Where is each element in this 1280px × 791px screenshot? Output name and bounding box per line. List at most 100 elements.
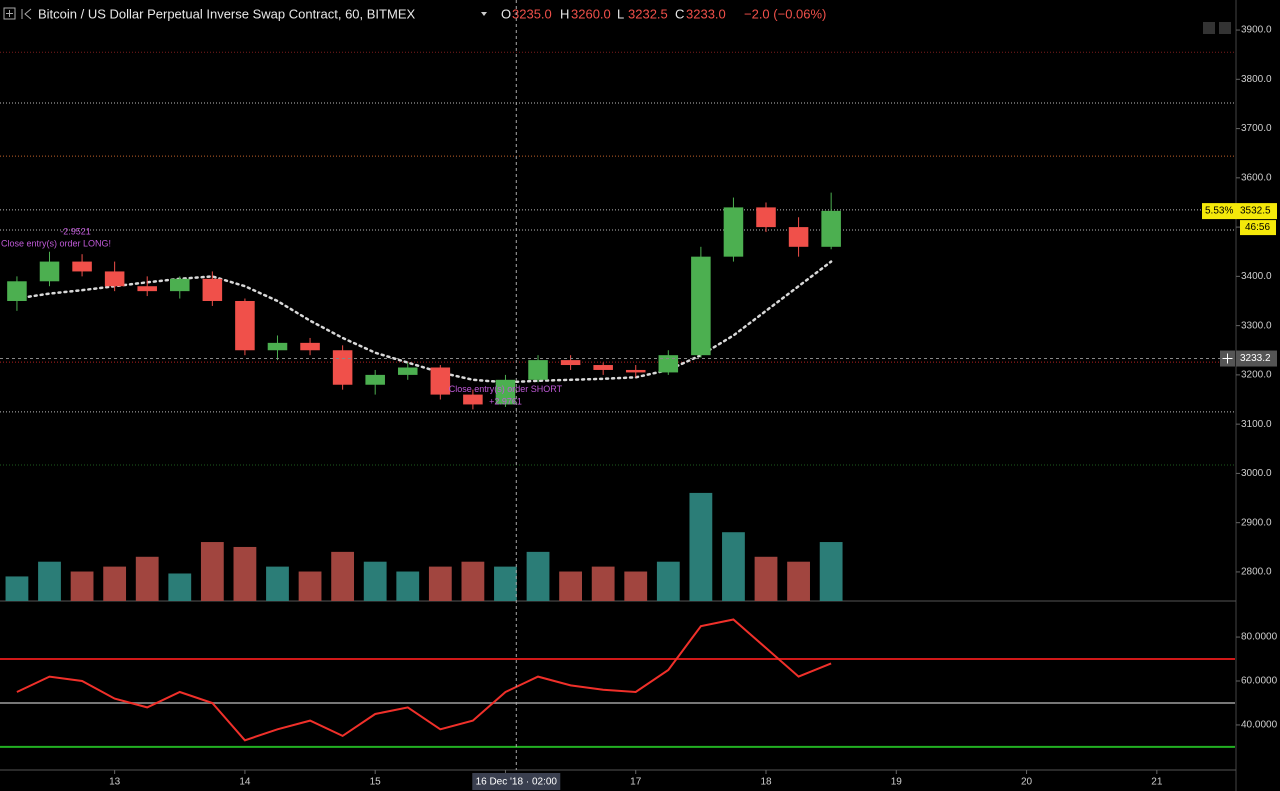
annotation: Close entry(s) order LONG! <box>1 239 111 249</box>
y-tick-label: 3300.0 <box>1241 320 1272 331</box>
rsi-line <box>16 618 832 742</box>
y-tick-label: 3400.0 <box>1241 271 1272 282</box>
y-tick-label: 3000.0 <box>1241 468 1272 479</box>
ohlc-label: H <box>560 6 569 21</box>
volume-bar <box>656 561 680 601</box>
x-tick-label: 19 <box>891 777 903 788</box>
y-tick-label: 80.0000 <box>1241 632 1278 643</box>
candle-body <box>658 355 679 373</box>
volume-bar <box>200 542 224 601</box>
x-tick-label: 14 <box>239 777 251 788</box>
volume-bar <box>5 576 29 601</box>
countdown-box <box>1240 220 1276 236</box>
candle-body <box>104 271 125 287</box>
candle-body <box>235 300 255 351</box>
last-change-box <box>1202 203 1236 220</box>
y-tick-label: 2900.0 <box>1241 517 1272 528</box>
candle-body <box>7 281 27 301</box>
volume-bar <box>298 571 322 601</box>
crosshair-y-box <box>1236 350 1277 367</box>
candle-body <box>365 374 385 385</box>
volume-bar <box>135 556 159 601</box>
candle-body <box>821 210 841 247</box>
x-tick-label: 18 <box>760 777 772 788</box>
volume-bar <box>787 561 810 601</box>
candle-body <box>430 367 451 395</box>
volume-bar <box>526 551 550 601</box>
x-tick-label: 21 <box>1151 777 1163 788</box>
volume-bar <box>331 551 355 601</box>
volume-bar <box>494 566 517 601</box>
volume-bar <box>461 561 485 601</box>
ohlc-value: 3235.0 <box>512 6 552 21</box>
crosshair-x-label: 16 Dec '18 · 02:00 <box>476 777 558 788</box>
candle-body <box>723 207 744 257</box>
ohlc-value: 3260.0 <box>571 6 611 21</box>
last-price-box <box>1236 203 1277 220</box>
volume-bar <box>559 571 583 601</box>
ohlc-label: L <box>617 6 624 21</box>
volume-bar <box>233 546 257 601</box>
change: −2.0 (−0.06%) <box>744 6 826 21</box>
candle-body <box>593 365 613 370</box>
volume-bar <box>591 566 615 601</box>
volume-bar <box>70 571 94 601</box>
chart-title[interactable]: Bitcoin / US Dollar Perpetual Inverse Sw… <box>38 6 415 21</box>
candle-body <box>691 256 711 356</box>
volume-bar <box>819 542 843 601</box>
volume-bar <box>624 571 648 601</box>
candle-body <box>495 379 516 405</box>
volume-bar <box>428 566 452 601</box>
crosshair-y-label: 3233.2 <box>1240 353 1271 364</box>
x-tick-label: 17 <box>630 777 642 788</box>
volume-bar <box>722 532 745 601</box>
x-tick-label: 15 <box>370 777 382 788</box>
nav-button[interactable] <box>1219 22 1231 34</box>
x-tick-label: 20 <box>1021 777 1033 788</box>
crosshair-plus <box>1222 353 1233 364</box>
nav-button[interactable] <box>1203 22 1215 34</box>
candle-body <box>756 207 776 228</box>
y-tick-label: 3200.0 <box>1241 370 1272 381</box>
volume-bar <box>689 492 713 601</box>
last-change: 5.53% <box>1205 206 1233 217</box>
collapse-icon[interactable] <box>21 8 32 20</box>
expand-icon[interactable] <box>3 7 16 20</box>
volume-bar <box>754 556 778 601</box>
candle-body <box>202 278 223 301</box>
volume-bar <box>103 566 127 601</box>
candle-body <box>170 278 190 292</box>
overlay-line <box>15 260 833 384</box>
ohlc-label: O <box>501 6 511 21</box>
candle-body <box>625 369 646 373</box>
volume-bar <box>396 571 420 601</box>
volume-bar <box>266 566 289 601</box>
volume-bar <box>168 573 192 601</box>
volume-bar <box>38 561 61 601</box>
candle-body <box>463 394 483 405</box>
x-tick-label: 13 <box>109 777 121 788</box>
countdown: 46:56 <box>1245 222 1270 233</box>
candle-body <box>788 227 809 247</box>
candle-body <box>72 261 92 272</box>
y-tick-label: 3700.0 <box>1241 123 1272 134</box>
y-tick-label: 3900.0 <box>1241 25 1272 36</box>
y-tick-label: 40.0000 <box>1241 720 1278 731</box>
candle-body <box>39 261 60 282</box>
y-tick-label: 3100.0 <box>1241 419 1272 430</box>
ohlc-value: 3233.0 <box>686 6 726 21</box>
candle-body <box>332 350 353 385</box>
crosshair-x-box <box>472 773 561 790</box>
candle-body <box>528 360 548 380</box>
ohlc-label: C <box>675 6 684 21</box>
y-tick-label: 3600.0 <box>1241 172 1272 183</box>
candle-body <box>267 342 288 351</box>
dropdown-icon[interactable] <box>481 12 487 16</box>
candle-body <box>137 286 157 292</box>
y-tick-label: 3800.0 <box>1241 74 1272 85</box>
annotation: Close entry(s) order SHORT <box>449 384 563 394</box>
